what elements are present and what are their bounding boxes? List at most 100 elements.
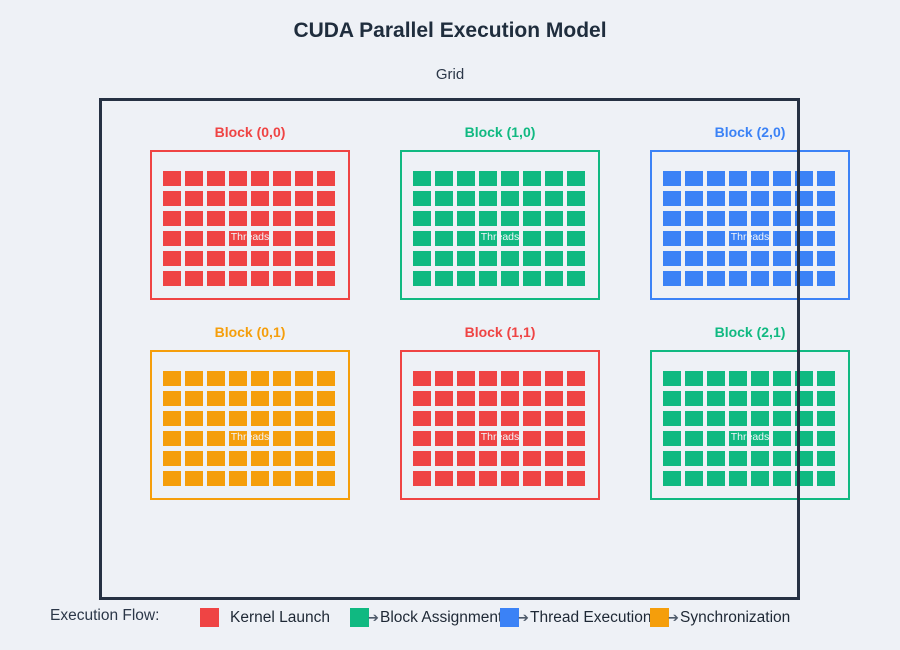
thread-square [729, 371, 747, 386]
thread-square [729, 191, 747, 206]
thread-square [251, 451, 269, 466]
thread-square [707, 411, 725, 426]
thread-square [729, 431, 747, 446]
thread-square [729, 391, 747, 406]
thread-square [295, 411, 313, 426]
thread-square [207, 391, 225, 406]
thread-square [251, 271, 269, 286]
thread-square [523, 471, 541, 486]
block: Block (1,0) Threads [400, 124, 600, 300]
thread-square [413, 171, 431, 186]
thread-square [207, 411, 225, 426]
thread-square [501, 391, 519, 406]
thread-square [295, 391, 313, 406]
block-boundary: Threads [650, 150, 850, 300]
block-boundary: Threads [400, 150, 600, 300]
thread-square [773, 411, 791, 426]
thread-square [751, 231, 769, 246]
flow-arrow-icon: ➔ [368, 610, 379, 625]
thread-square [229, 391, 247, 406]
thread-square [163, 271, 181, 286]
thread-square [479, 251, 497, 266]
thread-square [413, 271, 431, 286]
thread-square [523, 251, 541, 266]
thread-square [751, 391, 769, 406]
thread-square [317, 251, 335, 266]
block: Block (0,1) Threads [150, 324, 350, 500]
thread-square [229, 231, 247, 246]
thread-square [295, 271, 313, 286]
thread-square [435, 471, 453, 486]
thread-square [523, 431, 541, 446]
thread-square [229, 451, 247, 466]
thread-square [773, 451, 791, 466]
threads-label: Threads [480, 231, 520, 243]
legend-title: Execution Flow: [50, 607, 160, 624]
thread-square [567, 411, 585, 426]
thread-square [751, 211, 769, 226]
thread-square [251, 411, 269, 426]
thread-square [435, 271, 453, 286]
page-title: CUDA Parallel Execution Model [293, 19, 607, 42]
thread-square [817, 171, 835, 186]
thread-square [545, 211, 563, 226]
thread-square [817, 231, 835, 246]
grid-label: Grid [435, 66, 465, 83]
thread-square [663, 431, 681, 446]
thread-square [273, 251, 291, 266]
thread-square [707, 251, 725, 266]
thread-square [317, 411, 335, 426]
thread-square [479, 471, 497, 486]
thread-square [435, 211, 453, 226]
thread-square [479, 171, 497, 186]
thread-square [435, 171, 453, 186]
thread-square [707, 431, 725, 446]
thread-square [817, 391, 835, 406]
legend-item-label: Thread Execution [530, 609, 652, 626]
thread-square [751, 171, 769, 186]
thread-square [567, 211, 585, 226]
thread-square [413, 431, 431, 446]
thread-square [545, 171, 563, 186]
thread-square [523, 211, 541, 226]
thread-square [663, 271, 681, 286]
thread-square [317, 471, 335, 486]
thread-square [295, 231, 313, 246]
thread-square [457, 451, 475, 466]
thread-square [229, 171, 247, 186]
thread-square [317, 171, 335, 186]
thread-square [729, 411, 747, 426]
thread-square [317, 211, 335, 226]
flow-arrow-icon: ➔ [518, 610, 529, 625]
thread-square [185, 471, 203, 486]
thread-square [229, 211, 247, 226]
thread-square [707, 471, 725, 486]
thread-square [163, 171, 181, 186]
thread-square [773, 231, 791, 246]
grid-boundary [99, 98, 800, 600]
thread-square [273, 391, 291, 406]
thread-grid [163, 371, 335, 486]
thread-square [251, 191, 269, 206]
thread-square [685, 391, 703, 406]
thread-square [817, 211, 835, 226]
thread-square [773, 431, 791, 446]
thread-square [163, 231, 181, 246]
thread-square [817, 191, 835, 206]
thread-square [501, 231, 519, 246]
thread-square [413, 411, 431, 426]
thread-square [185, 431, 203, 446]
thread-square [773, 171, 791, 186]
thread-square [685, 171, 703, 186]
thread-square [207, 451, 225, 466]
thread-square [251, 231, 269, 246]
thread-square [163, 451, 181, 466]
thread-square [663, 391, 681, 406]
thread-square [501, 211, 519, 226]
thread-square [457, 171, 475, 186]
thread-square [479, 191, 497, 206]
thread-square [729, 231, 747, 246]
thread-square [729, 251, 747, 266]
thread-grid [413, 371, 585, 486]
thread-square [545, 391, 563, 406]
